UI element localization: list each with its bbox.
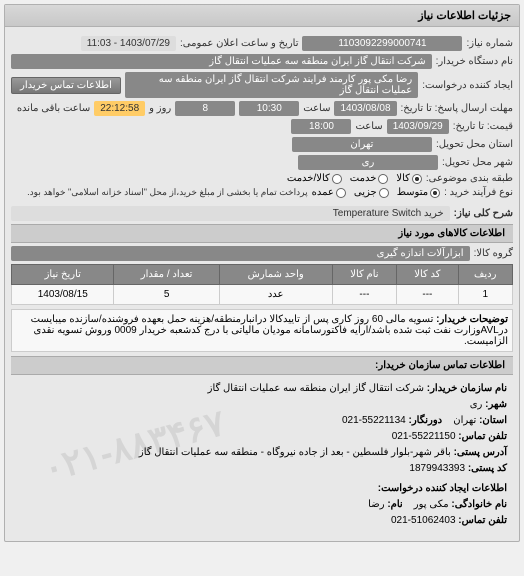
org-value: شرکت انتقال گاز ایران منطقه سه عملیات ان… [208, 383, 424, 394]
cell-code: --- [397, 285, 458, 305]
time-label-2: ساعت [355, 121, 382, 132]
reply-time: 10:30 [239, 101, 299, 116]
contact-buyer-button[interactable]: اطلاعات تماس خریدار [11, 77, 121, 94]
purchase-opt-0[interactable]: متوسط [397, 187, 440, 198]
family-value: مکی پور [414, 499, 449, 510]
province-label: استان محل تحویل: [436, 139, 513, 150]
c-city-label: شهر: [485, 399, 507, 410]
days-value: 8 [175, 101, 235, 116]
radio-icon [430, 188, 440, 198]
buyer-org-value: شرکت انتقال گاز ایران منطقه سه عملیات ان… [11, 54, 432, 69]
org-label: نام سازمان خریدار: [427, 383, 507, 394]
col-date: تاریخ نیاز [12, 265, 114, 285]
name-value: رضا [368, 499, 384, 510]
time-label-1: ساعت [303, 103, 330, 114]
desc-label: شرح کلی نیاز: [454, 208, 513, 219]
addr-label: آدرس پستی: [454, 447, 507, 458]
panel-title: جزئیات اطلاعات نیاز [5, 5, 519, 27]
fax-label: دورنگار: [409, 415, 443, 426]
packaging-label: طبقه بندی موضوعی: [426, 173, 513, 184]
addr-value: باقر شهر-بلوار فلسطین - بعد از جاده نیرو… [139, 447, 451, 458]
request-no-value: 1103092299000741 [302, 36, 462, 51]
table-header-row: ردیف کد کالا نام کالا واحد شمارش تعداد /… [12, 265, 513, 285]
col-qty: تعداد / مقدار [114, 265, 219, 285]
valid-time: 18:00 [291, 119, 351, 134]
packaging-opt-1[interactable]: خدمت [350, 173, 389, 184]
cell-name: --- [332, 285, 397, 305]
col-rownum: ردیف [458, 265, 512, 285]
ctel-label: تلفن تماس: [458, 515, 507, 526]
countdown-timer: 22:12:58 [94, 101, 145, 116]
buyer-org-label: نام دستگاه خریدار: [436, 56, 513, 67]
announce-value: 1403/07/29 - 11:03 [81, 36, 176, 51]
city-label: شهر محل تحویل: [442, 157, 513, 168]
buyer-notes-label: توضیحات خریدار: [436, 314, 508, 325]
creator-title: اطلاعات ایجاد کننده درخواست: [17, 481, 507, 497]
purchase-type-radio-group: متوسط جزیی عمده [312, 187, 441, 198]
family-label: نام خانوادگی: [451, 499, 507, 510]
city-value: ری [298, 155, 438, 170]
remain-label: ساعت باقی مانده [17, 103, 90, 114]
request-no-label: شماره نیاز: [466, 38, 513, 49]
days-label: روز و [149, 103, 171, 114]
requester-value: رضا مکی پور کارمند فرایند شرکت انتقال گا… [125, 72, 418, 98]
name-label: نام: [387, 499, 402, 510]
postcode-value: 1879943393 [409, 463, 465, 474]
tel-label: تلفن تماس: [458, 431, 507, 442]
col-code: کد کالا [397, 265, 458, 285]
goods-section-title: اطلاعات کالاهای مورد نیاز [11, 224, 513, 243]
purchase-opt-2[interactable]: عمده [312, 187, 346, 198]
group-label: گروه کالا: [474, 248, 513, 259]
fax-value: 55221134-021 [342, 415, 406, 426]
cell-date: 1403/08/15 [12, 285, 114, 305]
announce-label: تاریخ و ساعت اعلان عمومی: [180, 38, 299, 49]
c-province-value: تهران [453, 415, 476, 426]
packaging-opt-0[interactable]: کالا [396, 173, 422, 184]
c-province-label: استان: [479, 415, 507, 426]
valid-until-label: قیمت: تا تاریخ: [453, 121, 513, 132]
desc-value: خرید Temperature Switch [11, 206, 450, 221]
radio-icon [379, 188, 389, 198]
requester-label: ایجاد کننده درخواست: [422, 80, 513, 91]
col-unit: واحد شمارش [219, 265, 332, 285]
contact-section-title: اطلاعات تماس سازمان خریدار: [11, 356, 513, 375]
cell-rownum: 1 [458, 285, 512, 305]
contact-section: نام سازمان خریدار: شرکت انتقال گاز ایران… [11, 375, 513, 535]
purchase-opt-1[interactable]: جزیی [354, 187, 389, 198]
reply-date: 1403/08/08 [334, 101, 396, 116]
postcode-label: کد پستی: [468, 463, 507, 474]
group-value: ابزارآلات اندازه گیری [11, 246, 470, 261]
purchase-type-label: نوع فرآیند خرید : [444, 187, 513, 198]
tel-value: 55221150-021 [392, 431, 456, 442]
packaging-radio-group: کالا خدمت کالا/خدمت [287, 173, 422, 184]
ctel-value: 51062403-021 [391, 515, 456, 526]
buyer-notes-box: توضیحات خریدار: تسویه مالی 60 روز کاری پ… [11, 309, 513, 352]
reply-until-label: مهلت ارسال پاسخ: تا تاریخ: [401, 103, 513, 114]
radio-icon [412, 174, 422, 184]
province-value: تهران [292, 137, 432, 152]
radio-icon [378, 174, 388, 184]
c-city-value: ری [470, 399, 483, 410]
radio-icon [336, 188, 346, 198]
cell-qty: 5 [114, 285, 219, 305]
radio-icon [332, 174, 342, 184]
packaging-opt-2[interactable]: کالا/خدمت [287, 173, 342, 184]
goods-table: ردیف کد کالا نام کالا واحد شمارش تعداد /… [11, 264, 513, 305]
table-row[interactable]: 1 --- --- عدد 5 1403/08/15 [12, 285, 513, 305]
purchase-note: پرداخت تمام یا بخشی از مبلغ خرید،از محل … [27, 187, 307, 198]
valid-date: 1403/09/29 [387, 119, 449, 134]
col-name: نام کالا [332, 265, 397, 285]
cell-unit: عدد [219, 285, 332, 305]
